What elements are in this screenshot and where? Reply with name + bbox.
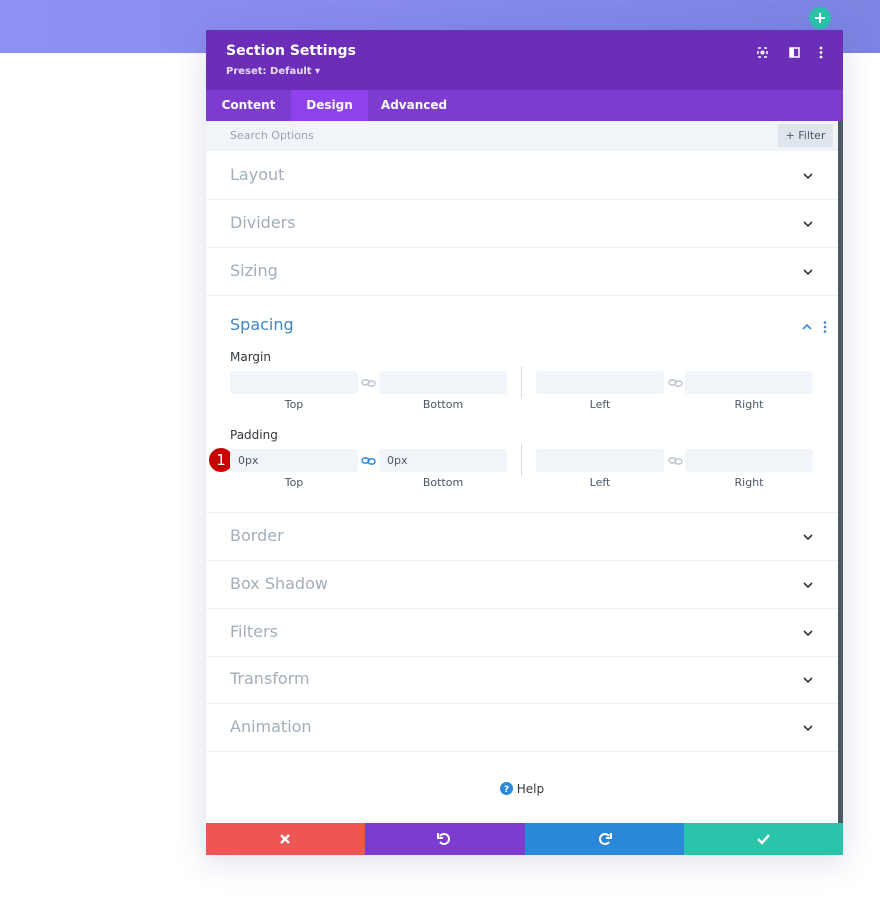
section-title[interactable]: Layout — [230, 165, 285, 184]
preset-label: Preset: Default — [226, 66, 312, 77]
divider — [521, 366, 522, 398]
add-button[interactable] — [808, 7, 832, 31]
chevron[interactable] — [802, 267, 814, 277]
link-toggle[interactable] — [668, 377, 684, 389]
chevron[interactable] — [802, 219, 814, 229]
section-controls[interactable] — [800, 320, 830, 334]
field-sublabel: Bottom — [422, 476, 464, 489]
field-sublabel: Right — [734, 398, 764, 411]
step-badge: 1 — [209, 448, 233, 472]
field-label: Margin — [230, 350, 271, 364]
redo-button[interactable] — [524, 823, 684, 855]
input-field[interactable] — [685, 371, 813, 394]
filter-button[interactable]: + Filter — [778, 124, 833, 147]
section-title[interactable]: Filters — [230, 621, 278, 641]
chevron[interactable] — [802, 171, 814, 181]
tab-bar: Content Design Advanced — [206, 90, 843, 121]
input-field[interactable]: 0px — [230, 449, 358, 472]
separator — [206, 294, 838, 296]
modal-header: Section Settings Preset: Default ▾ — [206, 30, 843, 90]
separator — [206, 199, 838, 200]
section-title[interactable]: Border — [230, 526, 284, 545]
separator — [206, 560, 838, 561]
save-button[interactable] — [683, 823, 843, 855]
svg-text:?: ? — [504, 785, 509, 795]
help-icon: ? — [499, 782, 513, 795]
section-title[interactable]: Sizing — [230, 260, 278, 280]
chevron[interactable] — [802, 532, 814, 542]
separator — [206, 703, 838, 705]
section-title[interactable]: Transform — [230, 669, 310, 689]
search-input[interactable]: Search Options — [230, 129, 314, 142]
section-title[interactable]: Spacing — [230, 315, 294, 334]
separator — [206, 607, 838, 609]
field-sublabel: Left — [589, 398, 611, 411]
input-field[interactable] — [685, 449, 813, 472]
field-sublabel: Top — [284, 398, 304, 411]
field-sublabel: Right — [734, 476, 764, 489]
help-link[interactable]: ? Help — [206, 782, 838, 796]
input-field[interactable]: 0px — [379, 449, 507, 472]
modal-title: Section Settings — [226, 43, 356, 59]
cancel-button[interactable] — [206, 823, 366, 855]
link-toggle[interactable] — [668, 455, 684, 467]
chevron[interactable] — [802, 580, 814, 590]
tab[interactable]: Content — [221, 98, 276, 112]
link-toggle[interactable] — [361, 377, 377, 389]
chevron[interactable] — [802, 723, 814, 733]
input-field[interactable] — [536, 449, 664, 472]
search-bar: Search Options + Filter — [206, 121, 838, 151]
separator — [206, 655, 838, 657]
tab-active[interactable]: Design — [291, 90, 368, 121]
link-toggle[interactable] — [361, 455, 377, 467]
section-title[interactable]: Box Shadow — [230, 573, 328, 593]
scrollbar — [838, 121, 843, 823]
input-field[interactable] — [379, 371, 507, 394]
header-icons[interactable] — [754, 45, 836, 61]
divider — [521, 444, 522, 476]
field-sublabel: Left — [589, 476, 611, 489]
help-label: Help — [516, 782, 545, 796]
undo-button[interactable] — [365, 823, 525, 855]
separator — [206, 751, 838, 753]
input-field[interactable] — [536, 371, 664, 394]
chevron[interactable] — [802, 628, 814, 638]
settings-modal: Section Settings Preset: Default ▾ Conte… — [206, 30, 843, 855]
field-sublabel: Bottom — [422, 398, 464, 411]
section-title[interactable]: Dividers — [230, 212, 296, 232]
badge-number: 1 — [216, 451, 226, 469]
separator — [206, 246, 838, 248]
filter-label: Filter — [798, 129, 826, 142]
preset-select[interactable]: Preset: Default ▾ — [226, 66, 321, 77]
tab[interactable]: Advanced — [380, 98, 448, 112]
input-field[interactable] — [230, 371, 358, 394]
section-title[interactable]: Animation — [230, 717, 312, 737]
chevron[interactable] — [802, 675, 814, 685]
field-sublabel: Top — [284, 476, 304, 489]
field-label: Padding — [230, 428, 278, 442]
separator — [206, 512, 838, 513]
